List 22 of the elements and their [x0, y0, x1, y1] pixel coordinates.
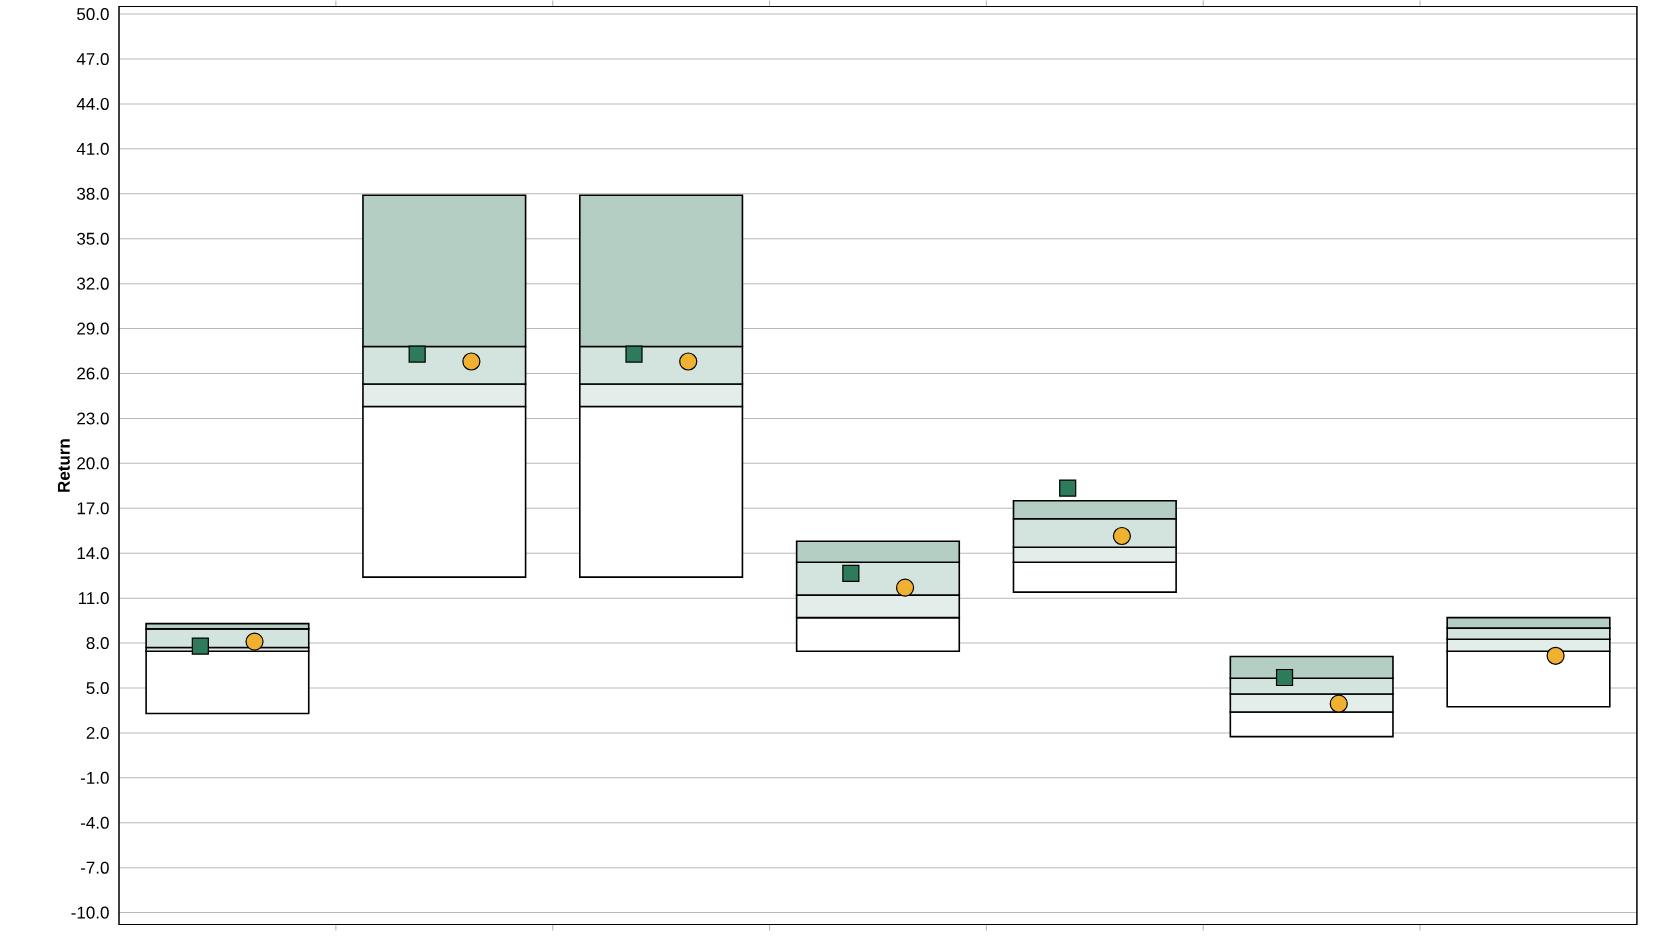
y-tick-label: 47.0 [76, 52, 109, 65]
y-tick-label: 35.0 [77, 232, 109, 245]
y-tick-label: 14.0 [77, 546, 109, 559]
y-tick-label: -1.0 [80, 771, 109, 784]
y-tick-label: 38.0 [77, 187, 109, 200]
y-tick-label: 23.0 [77, 412, 109, 425]
y-tick-label: 44.0 [76, 97, 109, 110]
y-tick-label: 41.0 [76, 142, 109, 155]
y-tick-label: -4.0 [80, 816, 109, 829]
y-tick-label: 5.0 [86, 681, 109, 694]
y-tick-label: -10.0 [71, 906, 109, 919]
y-tick-label: 29.0 [77, 322, 109, 335]
y-tick-label: 2.0 [86, 726, 109, 739]
y-tick-label: 20.0 [77, 457, 109, 470]
y-tick-label: -7.0 [80, 861, 109, 874]
y-tick-label: 26.0 [77, 367, 109, 380]
y-tick-label: 11.0 [78, 591, 109, 604]
y-tick-label: 8.0 [86, 636, 109, 649]
y-tick-label: 17.0 [77, 502, 109, 515]
y-tick-label: 32.0 [77, 277, 109, 290]
y-tick-label: 50.0 [77, 7, 109, 20]
y-axis-title: Return [57, 439, 70, 492]
